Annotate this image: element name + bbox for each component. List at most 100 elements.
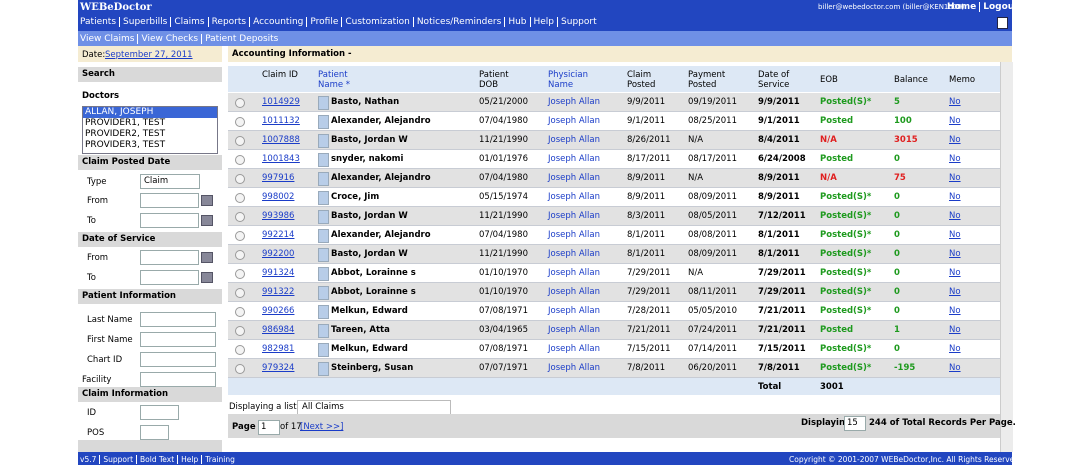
memo-link[interactable]: No xyxy=(949,173,961,183)
memo-link[interactable]: No xyxy=(949,230,961,240)
radio[interactable] xyxy=(235,269,245,279)
input[interactable] xyxy=(140,425,169,440)
memo-link[interactable]: No xyxy=(949,154,961,164)
menu-item[interactable]: Support xyxy=(557,17,600,27)
calendar-icon[interactable] xyxy=(201,195,213,206)
memo-link[interactable]: No xyxy=(949,268,961,278)
input[interactable] xyxy=(140,250,199,265)
doctor-list[interactable]: ALLAN, JOSEPH PROVIDER1, TEST PROVIDER2, T… xyxy=(82,106,218,154)
menu-item[interactable]: Notices/Reminders xyxy=(412,17,505,27)
memo-link[interactable]: No xyxy=(949,363,961,373)
radio[interactable] xyxy=(235,307,245,317)
per-page-input[interactable]: 15 xyxy=(844,416,866,431)
input[interactable] xyxy=(140,352,216,367)
footer-link[interactable]: Help xyxy=(177,455,202,464)
input[interactable] xyxy=(140,332,216,347)
radio[interactable] xyxy=(235,155,245,165)
doctor-option[interactable]: PROVIDER3, TEST xyxy=(85,140,166,150)
calendar-icon[interactable] xyxy=(201,272,213,283)
scrollbar[interactable] xyxy=(1000,62,1013,452)
table-title: Accounting Information - xyxy=(232,49,352,59)
footer-link[interactable]: Support xyxy=(99,455,137,464)
menu-item[interactable]: Patients xyxy=(80,17,117,27)
memo-link[interactable]: No xyxy=(949,287,961,297)
menu-item[interactable]: Accounting xyxy=(249,17,307,27)
patient-icon xyxy=(318,286,329,300)
footer-link[interactable]: Bold Text xyxy=(136,455,178,464)
menu-item[interactable]: Hub xyxy=(504,17,530,27)
memo-link[interactable]: No xyxy=(949,97,961,107)
radio[interactable] xyxy=(235,174,245,184)
date-link[interactable]: September 27, 2011 xyxy=(105,50,193,60)
memo-link[interactable]: No xyxy=(949,116,961,126)
submenu-item[interactable]: View Checks xyxy=(137,34,202,44)
page-input[interactable]: 1 xyxy=(258,420,280,435)
type-select[interactable]: Claim xyxy=(140,174,200,189)
memo-link[interactable]: No xyxy=(949,325,961,335)
memo-link[interactable]: No xyxy=(949,306,961,316)
radio[interactable] xyxy=(235,231,245,241)
radio[interactable] xyxy=(235,326,245,336)
top-link[interactable]: Home xyxy=(947,2,977,12)
claim-link[interactable]: 982981 xyxy=(262,344,295,354)
cell: 08/11/2011 xyxy=(688,287,737,297)
memo-link[interactable]: No xyxy=(949,211,961,221)
calendar-icon[interactable] xyxy=(201,215,213,226)
list-select[interactable]: All Claims xyxy=(297,400,451,415)
cell: 8/1/2011 xyxy=(627,230,666,240)
input[interactable] xyxy=(140,405,179,420)
claim-link[interactable]: 991324 xyxy=(262,268,295,278)
cell: 08/09/2011 xyxy=(688,249,737,259)
menu-item[interactable]: Help xyxy=(529,17,558,27)
radio[interactable] xyxy=(235,193,245,203)
claim-link[interactable]: 993986 xyxy=(262,211,295,221)
top-link[interactable]: Logout xyxy=(979,2,1022,12)
input[interactable] xyxy=(140,193,199,208)
radio[interactable] xyxy=(235,288,245,298)
claim-link[interactable]: 992214 xyxy=(262,230,295,240)
calendar-icon[interactable] xyxy=(201,252,213,263)
memo-link[interactable]: No xyxy=(949,192,961,202)
memo-link[interactable]: No xyxy=(949,344,961,354)
menu-item[interactable]: Reports xyxy=(207,17,250,27)
radio[interactable] xyxy=(235,136,245,146)
doctor-option[interactable]: PROVIDER2, TEST xyxy=(85,129,166,139)
footer-link[interactable]: Training xyxy=(201,455,238,464)
menu-item[interactable]: Profile xyxy=(306,17,342,27)
claim-link[interactable]: 979324 xyxy=(262,363,295,373)
claim-link[interactable]: 992200 xyxy=(262,249,295,259)
radio[interactable] xyxy=(235,345,245,355)
input[interactable] xyxy=(140,270,199,285)
menu-item[interactable]: Superbills xyxy=(119,17,171,27)
menu-item[interactable]: Claims xyxy=(170,17,208,27)
column-header[interactable]: Patient Name * xyxy=(318,70,351,90)
claim-link[interactable]: 997916 xyxy=(262,173,295,183)
radio[interactable] xyxy=(235,212,245,222)
doctor-option[interactable]: PROVIDER1, TEST xyxy=(85,118,166,128)
input[interactable] xyxy=(140,312,216,327)
claim-link[interactable]: 1014929 xyxy=(262,97,300,107)
claim-link[interactable]: 991322 xyxy=(262,287,295,297)
claim-link[interactable]: 990266 xyxy=(262,306,295,316)
menu-item[interactable]: Customization xyxy=(341,17,413,27)
input[interactable] xyxy=(140,372,216,387)
input[interactable] xyxy=(140,213,199,228)
memo-link[interactable]: No xyxy=(949,135,961,145)
claim-link[interactable]: 1007888 xyxy=(262,135,300,145)
submenu-item[interactable]: View Claims xyxy=(80,34,135,44)
footer-link[interactable]: v5.7 xyxy=(80,455,97,464)
claim-link[interactable]: 1011132 xyxy=(262,116,300,126)
claim-link[interactable]: 986984 xyxy=(262,325,295,335)
radio[interactable] xyxy=(235,250,245,260)
cell: 100 xyxy=(894,116,912,126)
claim-link[interactable]: 1001843 xyxy=(262,154,300,164)
next-link[interactable]: [Next >>] xyxy=(300,422,344,432)
save-icon[interactable] xyxy=(997,17,1008,29)
radio[interactable] xyxy=(235,364,245,374)
submenu-item[interactable]: Patient Deposits xyxy=(201,34,282,44)
claim-link[interactable]: 998002 xyxy=(262,192,295,202)
radio[interactable] xyxy=(235,117,245,127)
doctor-option[interactable]: ALLAN, JOSEPH xyxy=(83,107,217,118)
memo-link[interactable]: No xyxy=(949,249,961,259)
radio[interactable] xyxy=(235,98,245,108)
